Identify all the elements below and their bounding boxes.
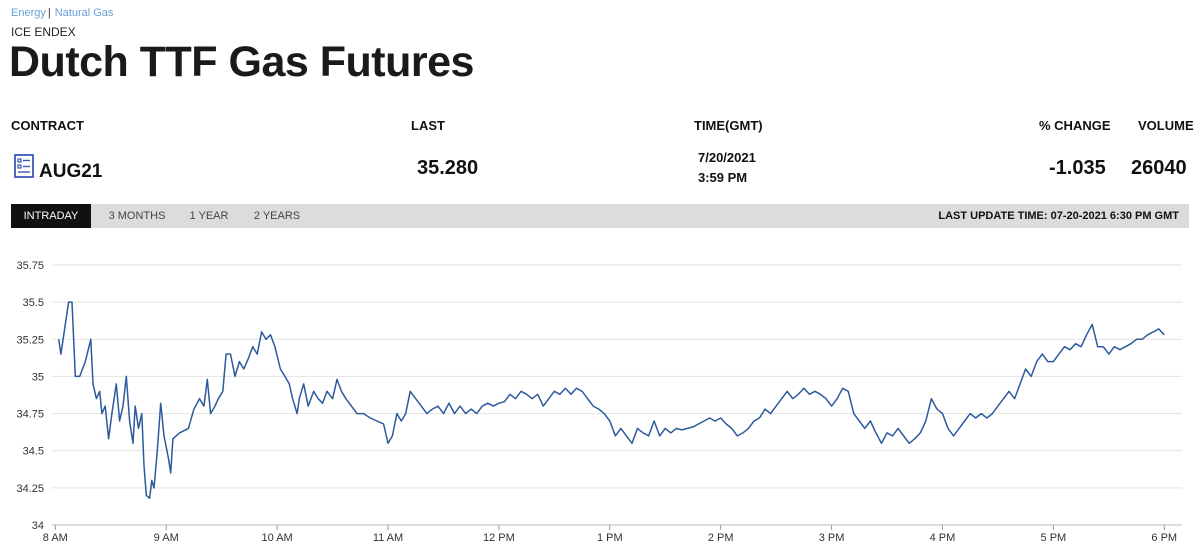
volume-value: 26040 xyxy=(1131,157,1187,179)
x-tick-label: 4 PM xyxy=(930,532,956,544)
percent-change: -1.035 xyxy=(1049,157,1106,179)
intraday-price-chart: 34 34.25 34.5 34.75 35 35.25 35.5 35.75 8 AM 9 AM… xyxy=(16,260,1182,544)
last-update-time: LAST UPDATE TIME: 07-20-2021 6:30 PM GMT xyxy=(938,210,1179,222)
y-tick-label: 35.5 xyxy=(23,297,44,309)
y-tick-label: 35 xyxy=(32,371,44,383)
y-tick-label: 35.75 xyxy=(16,260,44,272)
last-trade-date: 7/20/2021 xyxy=(698,150,756,165)
x-tick-label: 9 AM xyxy=(154,532,179,544)
exchange-label: ICE ENDEX xyxy=(11,25,76,39)
contract-document-icon[interactable] xyxy=(14,154,34,178)
x-tick-label: 1 PM xyxy=(597,532,623,544)
header-change: % CHANGE xyxy=(1039,118,1111,133)
x-tick-label: 12 PM xyxy=(483,532,515,544)
x-tick-label: 6 PM xyxy=(1151,532,1177,544)
x-tick-label: 5 PM xyxy=(1041,532,1067,544)
tab-1-year[interactable]: 1 YEAR xyxy=(189,210,229,222)
last-price: 35.280 xyxy=(417,157,479,179)
header-last: LAST xyxy=(411,118,445,133)
page-title: Dutch TTF Gas Futures xyxy=(9,38,474,86)
x-tick-label: 3 PM xyxy=(819,532,845,544)
tab-intraday[interactable]: INTRADAY xyxy=(11,204,91,228)
y-tick-label: 35.25 xyxy=(16,334,44,346)
tab-2-years[interactable]: 2 YEARS xyxy=(253,210,301,222)
last-trade-time: 3:59 PM xyxy=(698,170,748,185)
y-tick-label: 34.75 xyxy=(16,409,44,421)
breadcrumb-separator: | xyxy=(47,7,51,19)
tab-3-months[interactable]: 3 MONTHS xyxy=(108,210,166,222)
header-volume: VOLUME xyxy=(1138,118,1194,133)
contract-code[interactable]: AUG21 xyxy=(39,161,103,182)
y-tick-label: 34.5 xyxy=(23,446,44,458)
breadcrumb-link-energy[interactable]: Energy xyxy=(11,7,46,19)
header-time: TIME(GMT) xyxy=(694,118,763,133)
x-tick-label: 8 AM xyxy=(43,532,68,544)
x-tick-label: 2 PM xyxy=(708,532,734,544)
breadcrumb: Energy | Natural Gas xyxy=(11,7,113,19)
breadcrumb-link-natural-gas[interactable]: Natural Gas xyxy=(54,7,114,19)
y-tick-label: 34.25 xyxy=(16,483,44,495)
y-tick-label: 34 xyxy=(32,520,44,532)
header-contract: CONTRACT xyxy=(11,118,84,133)
x-tick-label: 10 AM xyxy=(262,532,293,544)
x-tick-label: 11 AM xyxy=(373,532,403,544)
range-tab-bar: INTRADAY 3 MONTHS 1 YEAR 2 YEARS LAST UP… xyxy=(11,204,1189,228)
price-series-line xyxy=(57,301,1165,500)
